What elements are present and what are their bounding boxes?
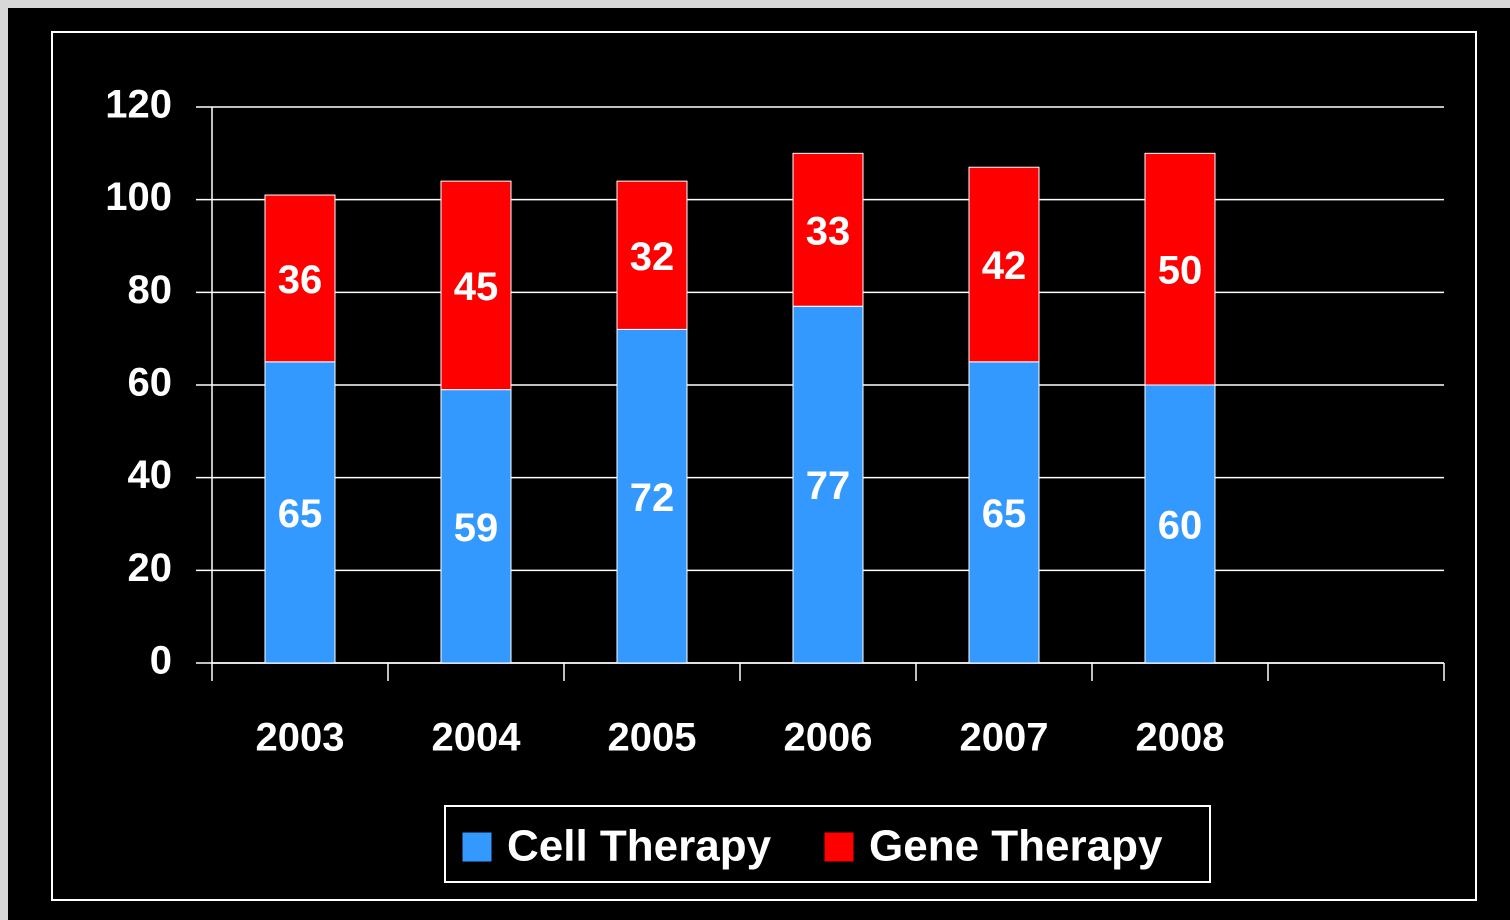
y-tick-label: 80 [128,268,173,312]
bar-segment [1144,152,1216,386]
bar-segment [792,152,864,307]
bar-segment [616,328,688,664]
y-tick-label: 100 [105,175,172,219]
x-tick-label: 2006 [784,716,873,760]
value-label: 60 [1158,504,1203,548]
bar-segment [440,180,512,391]
value-label: 77 [806,464,851,508]
bar-segment [968,361,1040,664]
x-tick-label: 2004 [432,716,522,760]
bar-segment [616,180,688,330]
x-tick-label: 2007 [960,716,1049,760]
value-label: 72 [630,476,675,520]
legend-label: Gene Therapy [869,822,1163,871]
bar-segment [968,166,1040,363]
frame [51,31,1477,901]
bar-segment [1144,384,1216,664]
value-label: 50 [1158,249,1203,293]
y-tick-label: 40 [128,453,173,497]
value-label: 36 [278,258,323,302]
background [8,8,1510,920]
value-label: 65 [278,492,323,536]
x-tick-label: 2005 [608,716,697,760]
bar-segment [792,305,864,664]
value-label: 33 [806,209,851,253]
y-tick-label: 20 [128,546,173,590]
value-label: 32 [630,235,675,279]
bar-segment [264,194,336,363]
x-tick-label: 2008 [1136,716,1225,760]
x-tick-label: 2003 [256,716,345,760]
bar-segment [264,361,336,664]
y-tick-label: 120 [105,83,172,127]
value-label: 42 [982,244,1027,288]
y-tick-label: 60 [128,361,173,405]
legend-swatch [823,831,855,863]
legend-box [444,805,1211,883]
legend-label: Cell Therapy [507,822,772,871]
value-label: 59 [454,506,499,550]
bar-segment [440,389,512,664]
y-tick-label: 0 [150,639,172,683]
value-label: 45 [454,265,499,309]
value-label: 65 [982,492,1027,536]
legend-swatch [461,831,493,863]
